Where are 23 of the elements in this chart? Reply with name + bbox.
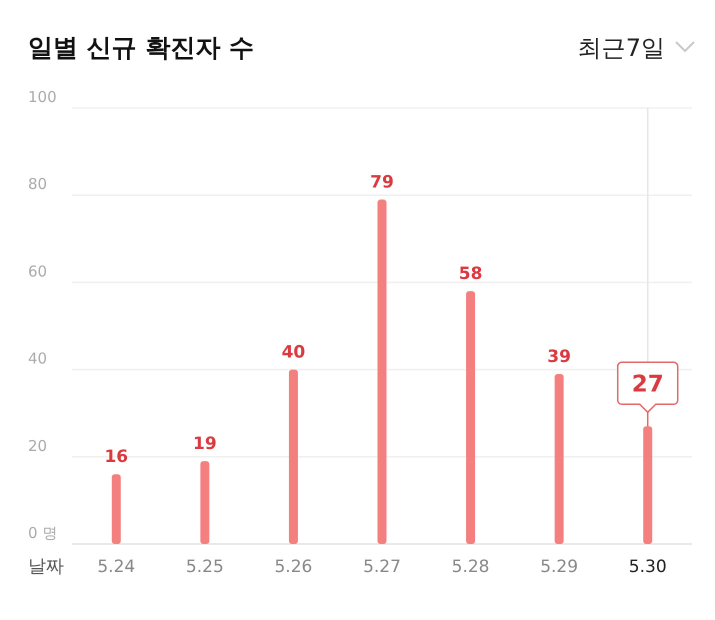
y-tick-label: 20 (28, 436, 48, 455)
y-tick-label: 40 (28, 350, 48, 368)
y-tick-label: 80 (28, 175, 48, 194)
x-tick-label: 5.27 (363, 557, 401, 577)
chart-title: 일별 신규 확진자 수 (28, 33, 254, 62)
y-tick-label: 100 (28, 88, 57, 106)
text: 최근7일 (578, 34, 665, 62)
x-tick-label: 5.24 (97, 557, 136, 577)
data-label: 58 (458, 264, 482, 284)
x-tick-label: 5.28 (452, 557, 490, 577)
x-tick-label: 5.29 (540, 557, 578, 577)
data-label: 19 (193, 434, 217, 454)
data-label: 79 (370, 172, 394, 193)
y-tick-label: 60 (28, 262, 48, 280)
data-label: 27 (632, 371, 664, 398)
data-label: 40 (282, 342, 306, 363)
y-tick-label: 0 명 (28, 524, 58, 542)
x-axis-title: 날짜 (28, 556, 64, 577)
data-label: 16 (104, 447, 128, 468)
x-tick-label: 5.25 (186, 557, 224, 577)
data-label: 39 (547, 346, 571, 367)
x-tick-label: 5.26 (274, 557, 312, 577)
x-tick-label: 5.30 (628, 557, 667, 577)
